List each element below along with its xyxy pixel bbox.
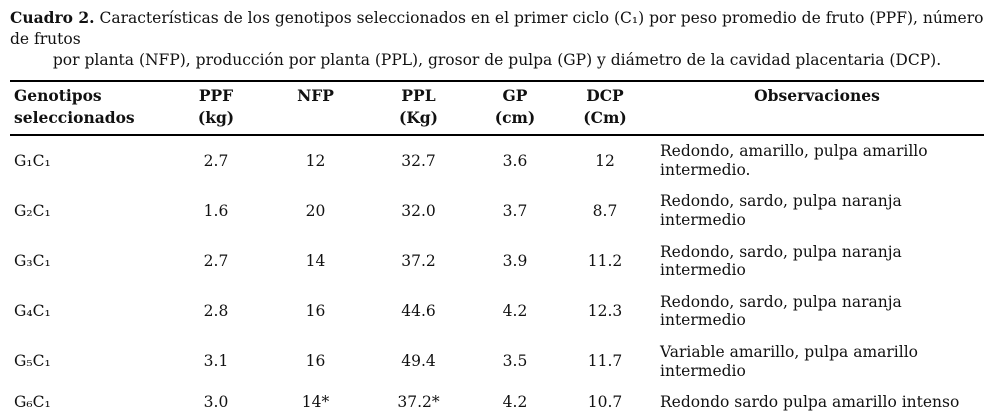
ppf-cell: 2.7 [203, 251, 229, 270]
genotype-cell: G₆C₁ [14, 393, 51, 412]
table-row: G₄C₁ 2.8 16 44.6 4.2 12.3 Redondo, sardo… [10, 286, 984, 336]
dcp-cell: 12 [595, 151, 615, 170]
column-header-nfp: NFP [297, 85, 334, 105]
dcp-cell: 11.2 [587, 251, 623, 270]
observations-cell: Redondo, sardo, pulpa naranja intermedio [660, 242, 902, 280]
nfp-cell: 20 [305, 201, 326, 220]
ppl-cell: 44.6 [401, 302, 436, 321]
column-header-gp: GP (cm) [494, 85, 536, 128]
column-header-observaciones: Observaciones [754, 85, 880, 105]
ppf-cell: 3.0 [203, 393, 229, 412]
gp-cell: 4.2 [502, 302, 528, 321]
table-body: G₁C₁ 2.7 12 32.7 3.6 12 Redondo, amarill… [10, 135, 984, 417]
genotype-cell: G₃C₁ [14, 251, 51, 270]
ppf-cell: 1.6 [203, 201, 229, 220]
column-header-dcp: DCP (Cm) [583, 85, 627, 128]
caption-line-1: Cuadro 2. Características de los genotip… [10, 8, 984, 50]
dcp-cell: 11.7 [587, 352, 623, 371]
table-caption: Cuadro 2. Características de los genotip… [10, 8, 984, 71]
nfp-cell: 14* [301, 393, 330, 412]
ppf-cell: 3.1 [203, 352, 229, 371]
gp-cell: 3.5 [502, 352, 528, 371]
table-row: G₆C₁ 3.0 14* 37.2* 4.2 10.7 Redondo sard… [10, 387, 984, 417]
genotype-cell: G₁C₁ [14, 151, 51, 170]
ppl-cell: 32.0 [401, 201, 436, 220]
observations-cell: Redondo sardo pulpa amarillo intenso [660, 393, 960, 412]
dcp-cell: 10.7 [587, 393, 623, 412]
table-header: Genotipos seleccionados PPF (kg) NFP PPL… [10, 80, 984, 135]
table-row: G₃C₁ 2.7 14 37.2 3.9 11.2 Redondo, sardo… [10, 236, 984, 286]
genotype-cell: G₅C₁ [14, 352, 51, 371]
ppl-cell: 37.2 [401, 251, 436, 270]
table-row: G₂C₁ 1.6 20 32.0 3.7 8.7 Redondo, sardo,… [10, 186, 984, 236]
observations-cell: Redondo, sardo, pulpa naranja intermedio [660, 192, 902, 229]
ppl-cell: 32.7 [401, 151, 436, 170]
gp-cell: 3.6 [502, 151, 528, 170]
column-header-genotipos: Genotipos seleccionados [14, 85, 135, 128]
genotype-cell: G₄C₁ [14, 302, 51, 321]
column-header-ppl: PPL (Kg) [399, 85, 438, 128]
nfp-cell: 16 [305, 352, 326, 371]
observations-cell: Redondo, amarillo, pulpa amarillo interm… [660, 142, 928, 179]
gp-cell: 4.2 [502, 393, 528, 412]
ppf-cell: 2.8 [203, 302, 229, 321]
nfp-cell: 12 [305, 151, 326, 170]
column-header-ppf: PPF (kg) [197, 85, 235, 128]
observations-cell: Variable amarillo, pulpa amarillo interm… [660, 342, 918, 380]
table-row: G₅C₁ 3.1 16 49.4 3.5 11.7 Variable amari… [10, 336, 984, 386]
observations-cell: Redondo, sardo, pulpa naranja intermedio [660, 292, 902, 330]
table-row: G₁C₁ 2.7 12 32.7 3.6 12 Redondo, amarill… [10, 135, 984, 186]
dcp-cell: 12.3 [587, 302, 623, 321]
caption-label: Cuadro 2. [10, 8, 95, 27]
caption-text-1: Características de los genotipos selecci… [10, 9, 984, 48]
header-row: Genotipos seleccionados PPF (kg) NFP PPL… [10, 80, 984, 135]
ppl-cell: 49.4 [401, 352, 436, 371]
genotype-cell: G₂C₁ [14, 201, 51, 220]
dcp-cell: 8.7 [592, 201, 618, 220]
caption-text-2: por planta (NFP), producción por planta … [52, 50, 942, 69]
gp-cell: 3.7 [502, 201, 528, 220]
ppl-cell: 37.2* [397, 393, 440, 412]
nfp-cell: 14 [305, 251, 326, 270]
gp-cell: 3.9 [502, 251, 528, 270]
genotypes-table: Genotipos seleccionados PPF (kg) NFP PPL… [10, 80, 984, 417]
ppf-cell: 2.7 [203, 151, 229, 170]
nfp-cell: 16 [305, 302, 326, 321]
